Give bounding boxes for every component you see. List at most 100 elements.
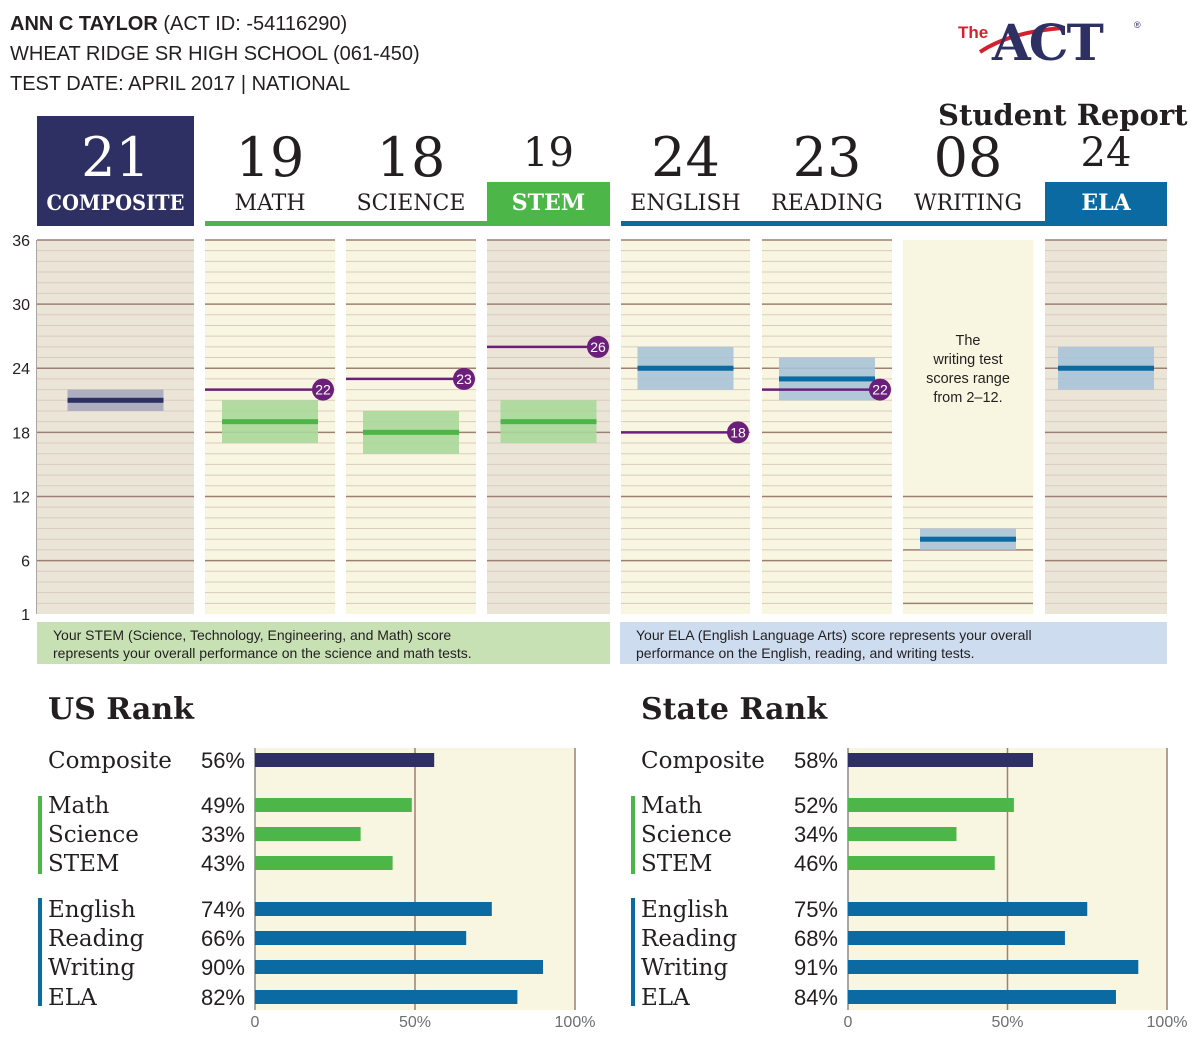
score-marker [637, 365, 734, 371]
rank-bar [255, 798, 412, 812]
subscore-label-bg [1045, 182, 1167, 224]
score-marker [779, 376, 875, 382]
score-value: 08 [934, 126, 1003, 189]
rank-bar [255, 753, 435, 767]
rank-x-tick: 0 [844, 1014, 853, 1031]
panel-background [903, 240, 1033, 614]
stem-group-marker [38, 796, 42, 874]
benchmark-value: 18 [730, 424, 746, 440]
rank-value-label: 34% [794, 822, 838, 847]
score-name: ENGLISH [630, 191, 740, 216]
student-name: ANN C TAYLOR [10, 13, 158, 35]
logo-registered: ® [1134, 20, 1141, 30]
stem-note-line-1: Your STEM (Science, Technology, Engineer… [53, 627, 452, 643]
us-rank-title: US Rank [48, 692, 194, 727]
score-chart: 16121824303621COMPOSITE19MATH18SCIENCE19… [12, 116, 1167, 624]
stem-group-underline [205, 221, 610, 226]
score-value: 24 [1081, 130, 1132, 176]
rank-x-tick: 100% [555, 1014, 596, 1031]
rank-bar [848, 827, 957, 841]
us-rank-chart: 0 50% 100% Composite 56% Math 49% Science 33% STE… [38, 748, 595, 1031]
score-name: COMPOSITE [47, 190, 185, 215]
rank-category-label: Science [48, 822, 139, 848]
rank-category-label: Math [48, 793, 110, 819]
writing-note-line: The [956, 333, 981, 349]
rank-bar [848, 856, 995, 870]
y-tick-label: 12 [12, 489, 30, 506]
rank-category-label: ELA [641, 985, 690, 1011]
score-value: 24 [651, 126, 720, 189]
ela-group-marker [38, 898, 42, 1006]
rank-category-label: English [641, 897, 729, 923]
rank-bar [848, 753, 1034, 767]
rank-bar [255, 902, 492, 916]
rank-category-label: STEM [641, 851, 712, 877]
rank-value-label: 75% [794, 897, 838, 922]
score-marker [1058, 365, 1154, 371]
rank-x-tick: 50% [399, 1014, 431, 1031]
score-name: READING [771, 191, 883, 216]
rank-category-label: Composite [641, 748, 765, 774]
rank-bar [848, 990, 1116, 1004]
rank-category-label: Writing [48, 955, 135, 981]
score-value: 19 [236, 126, 305, 189]
score-value: 18 [377, 126, 446, 189]
panel-background [37, 240, 194, 614]
rank-bar [848, 960, 1139, 974]
benchmark-badge [312, 378, 334, 401]
benchmark-badge [453, 367, 475, 390]
score-marker [67, 397, 164, 403]
rank-value-label: 66% [201, 926, 245, 951]
rank-category-label: Reading [641, 926, 738, 952]
rank-category-label: Reading [48, 926, 145, 952]
score-marker [920, 536, 1016, 542]
benchmark-value: 22 [872, 382, 888, 398]
rank-value-label: 52% [794, 793, 838, 818]
rank-bar [848, 798, 1014, 812]
y-tick-label: 6 [21, 554, 30, 571]
stem-note-line-2: represents your overall performance on t… [53, 645, 472, 661]
score-column-writing: The writing test scores range from 2–12. 08W… [903, 126, 1033, 614]
rank-category-label: STEM [48, 851, 119, 877]
score-value: 19 [523, 130, 574, 176]
rank-bar [255, 990, 518, 1004]
benchmark-value: 23 [456, 371, 472, 387]
rank-x-tick: 100% [1147, 1014, 1188, 1031]
rank-value-label: 74% [201, 897, 245, 922]
rank-value-label: 82% [201, 985, 245, 1010]
benchmark-badge [587, 335, 609, 358]
student-line: ANN C TAYLOR (ACT ID: -54116290) [10, 12, 347, 36]
rank-category-label: English [48, 897, 136, 923]
rank-charts: 0 50% 100% Composite 56% Math 49% Science 33% STE… [38, 748, 1188, 1031]
rank-value-label: 46% [794, 851, 838, 876]
rank-category-label: Math [641, 793, 703, 819]
rank-bar [848, 902, 1088, 916]
rank-value-label: 43% [201, 851, 245, 876]
state-rank-title: State Rank [641, 692, 828, 727]
composite-header-bg [37, 116, 194, 226]
stem-group-marker [631, 796, 635, 874]
y-tick-label: 24 [12, 361, 30, 378]
benchmark-badge [727, 421, 749, 444]
rank-bar [848, 931, 1065, 945]
rank-category-label: Composite [48, 748, 172, 774]
score-marker [222, 419, 318, 425]
score-column-stem: 19 STEM [487, 130, 610, 614]
rank-bar [255, 827, 361, 841]
y-tick-label: 36 [12, 233, 30, 250]
y-tick-label: 18 [12, 425, 30, 442]
score-name: SCIENCE [357, 191, 466, 216]
score-name: STEM [512, 190, 585, 216]
rank-value-label: 49% [201, 793, 245, 818]
score-marker [363, 429, 459, 435]
panel-background [1045, 240, 1167, 614]
ela-group-marker [631, 898, 635, 1006]
rank-x-tick: 0 [251, 1014, 260, 1031]
report-title: Student Report [938, 98, 1188, 132]
rank-value-label: 91% [794, 955, 838, 980]
score-name: WRITING [914, 191, 1022, 216]
